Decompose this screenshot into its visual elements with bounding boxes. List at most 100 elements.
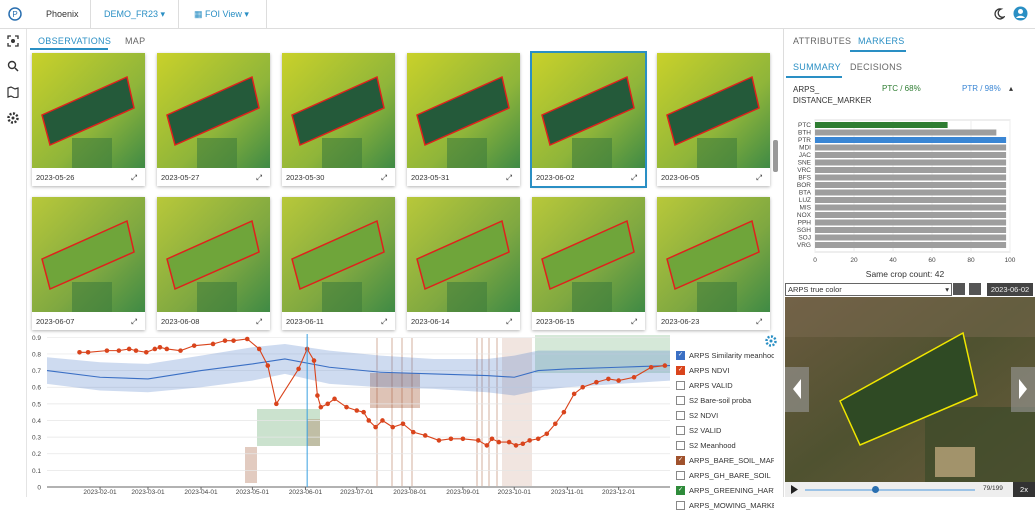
field-outline — [416, 219, 510, 312]
data-point — [164, 346, 170, 352]
field — [197, 282, 237, 312]
legend-item[interactable]: ✓ ARPS NDVI — [676, 363, 774, 378]
thumbnail[interactable]: 2023-06-02 ⤢ — [530, 51, 647, 188]
legend-item[interactable]: ARPS_MOWING_MARKER — [676, 498, 774, 513]
map-icon[interactable] — [7, 86, 19, 98]
thumbnail[interactable]: 2023-05-31 ⤢ — [407, 53, 520, 186]
thumbnail-date: 2023-05-31 ⤢ — [411, 173, 512, 182]
view-select[interactable]: ▦ FOI View ▾ — [194, 9, 249, 19]
tab-map[interactable]: MAP — [125, 36, 146, 46]
legend-item[interactable]: S2 VALID — [676, 423, 774, 438]
data-point — [222, 338, 228, 343]
expand-button[interactable]: ⤢ — [506, 317, 512, 326]
tab-observations[interactable]: OBSERVATIONS — [38, 36, 112, 46]
legend-item[interactable]: ✓ ARPS_GREENING_HARVE — [676, 483, 774, 498]
thumbnail[interactable]: 2023-06-14 ⤢ — [407, 197, 520, 330]
thumbnail-date: 2023-06-08 ⤢ — [161, 317, 262, 326]
checkbox — [676, 410, 685, 420]
data-point — [126, 346, 132, 352]
field — [72, 282, 112, 312]
y-tick-label: LUZ — [799, 197, 811, 204]
field-outline — [416, 75, 510, 168]
tab-indicator — [30, 48, 108, 50]
field — [41, 219, 135, 291]
legend-item[interactable]: ARPS VALID — [676, 378, 774, 393]
field — [416, 75, 510, 147]
legend-item[interactable]: ARPS_GH_BARE_SOIL — [676, 468, 774, 483]
legend-item[interactable]: S2 Meanhood — [676, 438, 774, 453]
y-tick-label: BFS — [798, 175, 811, 182]
expand-button[interactable]: ⤢ — [131, 173, 137, 182]
user-avatar[interactable] — [1013, 6, 1028, 21]
expand-button[interactable]: ⤢ — [631, 173, 637, 182]
bar — [815, 197, 1007, 203]
tab-attributes[interactable]: ATTRIBUTES — [793, 36, 852, 46]
slider-thumb[interactable] — [872, 486, 879, 493]
settings-icon[interactable] — [7, 112, 19, 124]
thumbnail[interactable]: 2023-06-08 ⤢ — [157, 197, 270, 330]
thumbnail-image — [657, 53, 770, 168]
expand-button[interactable]: ⤢ — [256, 173, 262, 182]
legend-item[interactable]: ✓ ARPS Similarity meanhood — [676, 348, 774, 363]
frame-counter: 79/199 — [983, 485, 1003, 492]
thumbnail[interactable]: 2023-06-23 ⤢ — [657, 197, 770, 330]
expand-button[interactable]: ⤢ — [756, 173, 762, 182]
project-select[interactable]: DEMO_FR23 ▾ — [104, 9, 166, 19]
thumbnail[interactable]: 2023-05-30 ⤢ — [282, 53, 395, 186]
data-point — [460, 436, 466, 442]
expand-button[interactable]: ⤢ — [631, 317, 637, 326]
thumbnail[interactable]: 2023-06-07 ⤢ — [32, 197, 145, 330]
layers-button[interactable] — [953, 283, 965, 295]
thumbnail-date: 2023-05-26 ⤢ — [36, 173, 137, 182]
thumbnail-image — [532, 53, 645, 168]
checkbox — [676, 500, 685, 510]
search-icon[interactable] — [7, 60, 19, 72]
legend-label: S2 Meanhood — [689, 441, 736, 450]
bar — [815, 137, 1007, 143]
thumbnail[interactable]: 2023-06-11 ⤢ — [282, 197, 395, 330]
expand-button[interactable]: ⤢ — [756, 317, 762, 326]
legend-item[interactable]: S2 NDVI — [676, 408, 774, 423]
field — [447, 138, 487, 168]
download-button[interactable] — [969, 283, 981, 295]
x-tick-label: 2023-11-01 — [551, 489, 584, 496]
y-tick-label: 0.3 — [32, 435, 41, 442]
layer-select[interactable]: ARPS true color ▾ — [785, 283, 952, 296]
play-button[interactable] — [790, 485, 799, 494]
speed-button[interactable]: 2x — [1013, 482, 1035, 497]
thumbnail[interactable]: 2023-05-26 ⤢ — [32, 53, 145, 186]
expand-button[interactable]: ⤢ — [506, 173, 512, 182]
expand-button[interactable]: ⤢ — [381, 317, 387, 326]
app-name[interactable]: Phoenix — [46, 9, 79, 19]
y-tick-label: 0.7 — [32, 368, 41, 375]
thumbnail[interactable]: 2023-05-27 ⤢ — [157, 53, 270, 186]
collapse[interactable]: ▴ — [1009, 84, 1014, 93]
expand-button[interactable]: ⤢ — [131, 317, 137, 326]
legend-label: ARPS VALID — [689, 381, 733, 390]
theme-toggle[interactable] — [993, 8, 1005, 20]
legend-item[interactable]: S2 Bare-soil proba — [676, 393, 774, 408]
checkbox: ✓ — [676, 455, 685, 465]
marker-right: PTR / 98% — [962, 84, 1001, 93]
subtab-decisions[interactable]: DECISIONS — [850, 62, 903, 72]
chart-settings[interactable] — [765, 335, 777, 347]
subtab-summary[interactable]: SUMMARY — [793, 62, 841, 72]
expand-button[interactable]: ⤢ — [381, 173, 387, 182]
data-point — [616, 378, 621, 383]
field-outline — [41, 75, 135, 168]
tab-markers[interactable]: MARKERS — [858, 36, 905, 46]
field-outline — [41, 219, 135, 312]
focus-icon[interactable] — [7, 35, 19, 47]
y-tick-label: NOX — [797, 212, 812, 219]
y-tick-label: BOR — [797, 182, 811, 189]
legend-item[interactable]: ✓ ARPS_BARE_SOIL_MARK — [676, 453, 774, 468]
viewer-date: 2023-06-02 — [987, 283, 1033, 296]
data-point — [373, 424, 378, 430]
data-point — [265, 363, 271, 368]
thumbnail[interactable]: 2023-06-05 ⤢ — [657, 53, 770, 186]
scrollbar[interactable] — [773, 140, 778, 172]
thumbnail[interactable]: 2023-06-15 ⤢ — [532, 197, 645, 330]
field-outline — [166, 219, 260, 312]
expand-button[interactable]: ⤢ — [256, 317, 262, 326]
